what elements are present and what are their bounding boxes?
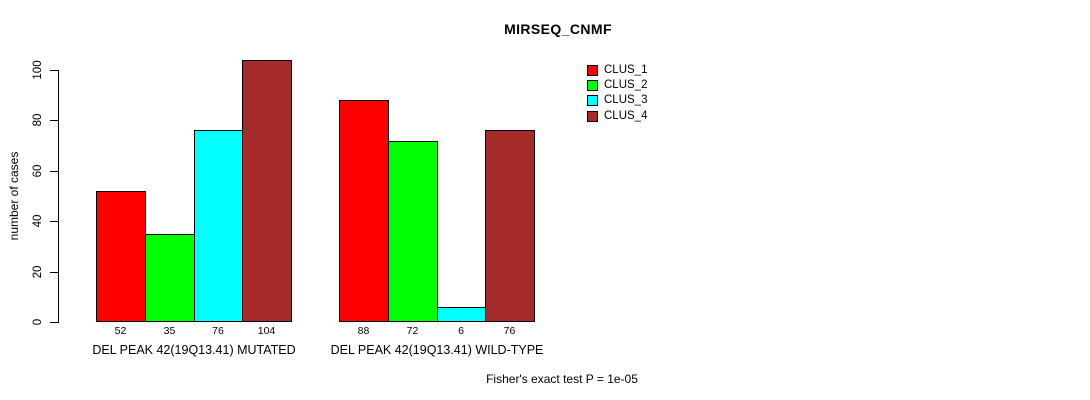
bar-clus_2-group2	[388, 141, 438, 322]
bar-clus_1-group2	[339, 100, 389, 322]
bar-value-label: 72	[406, 325, 419, 337]
y-axis-line	[58, 70, 59, 323]
y-tick-mark	[50, 70, 58, 71]
legend-swatch-clus_3	[587, 95, 598, 106]
y-tick-label: 100	[32, 60, 44, 80]
bar-value-label: 52	[114, 325, 127, 337]
bar-value-label: 35	[163, 325, 176, 337]
bar-value-label: 88	[357, 325, 370, 337]
y-tick-label: 20	[32, 265, 44, 279]
y-tick-mark	[50, 322, 58, 323]
y-tick-mark	[50, 120, 58, 121]
bar-clus_4-group2	[485, 130, 535, 322]
bar-clus_3-group1	[194, 130, 243, 322]
bar-value-label: 6	[458, 325, 464, 337]
legend-swatch-clus_4	[587, 111, 598, 122]
legend-swatch-clus_2	[587, 80, 598, 91]
y-tick-mark	[50, 171, 58, 172]
y-tick-mark	[50, 272, 58, 273]
y-tick-mark	[50, 221, 58, 222]
legend-swatch-clus_1	[587, 65, 598, 76]
bar-value-label: 104	[257, 325, 276, 337]
y-tick-label: 80	[32, 113, 44, 127]
bar-value-label: 76	[212, 325, 224, 337]
bar-clus_4-group1	[242, 60, 292, 322]
fisher-test-note: Fisher's exact test P = 1e-05	[486, 372, 638, 386]
group-label: DEL PEAK 42(19Q13.41) WILD-TYPE	[330, 343, 544, 357]
legend-label-clus_4: CLUS_4	[604, 110, 648, 122]
y-tick-label: 60	[32, 164, 44, 178]
y-axis-label: number of cases	[7, 151, 21, 241]
legend-label-clus_3: CLUS_3	[604, 94, 648, 106]
y-tick-label: 0	[32, 318, 44, 326]
bar-value-label: 76	[503, 325, 516, 337]
chart-title: MIRSEQ_CNMF	[504, 21, 612, 37]
bar-clus_1-group1	[96, 191, 146, 322]
group-label: DEL PEAK 42(19Q13.41) MUTATED	[92, 343, 296, 357]
legend-label-clus_2: CLUS_2	[604, 79, 648, 91]
bar-clus_2-group1	[145, 234, 195, 322]
y-tick-label: 40	[32, 214, 44, 228]
legend-label-clus_1: CLUS_1	[604, 64, 648, 76]
bar-clus_3-group2	[437, 307, 486, 322]
